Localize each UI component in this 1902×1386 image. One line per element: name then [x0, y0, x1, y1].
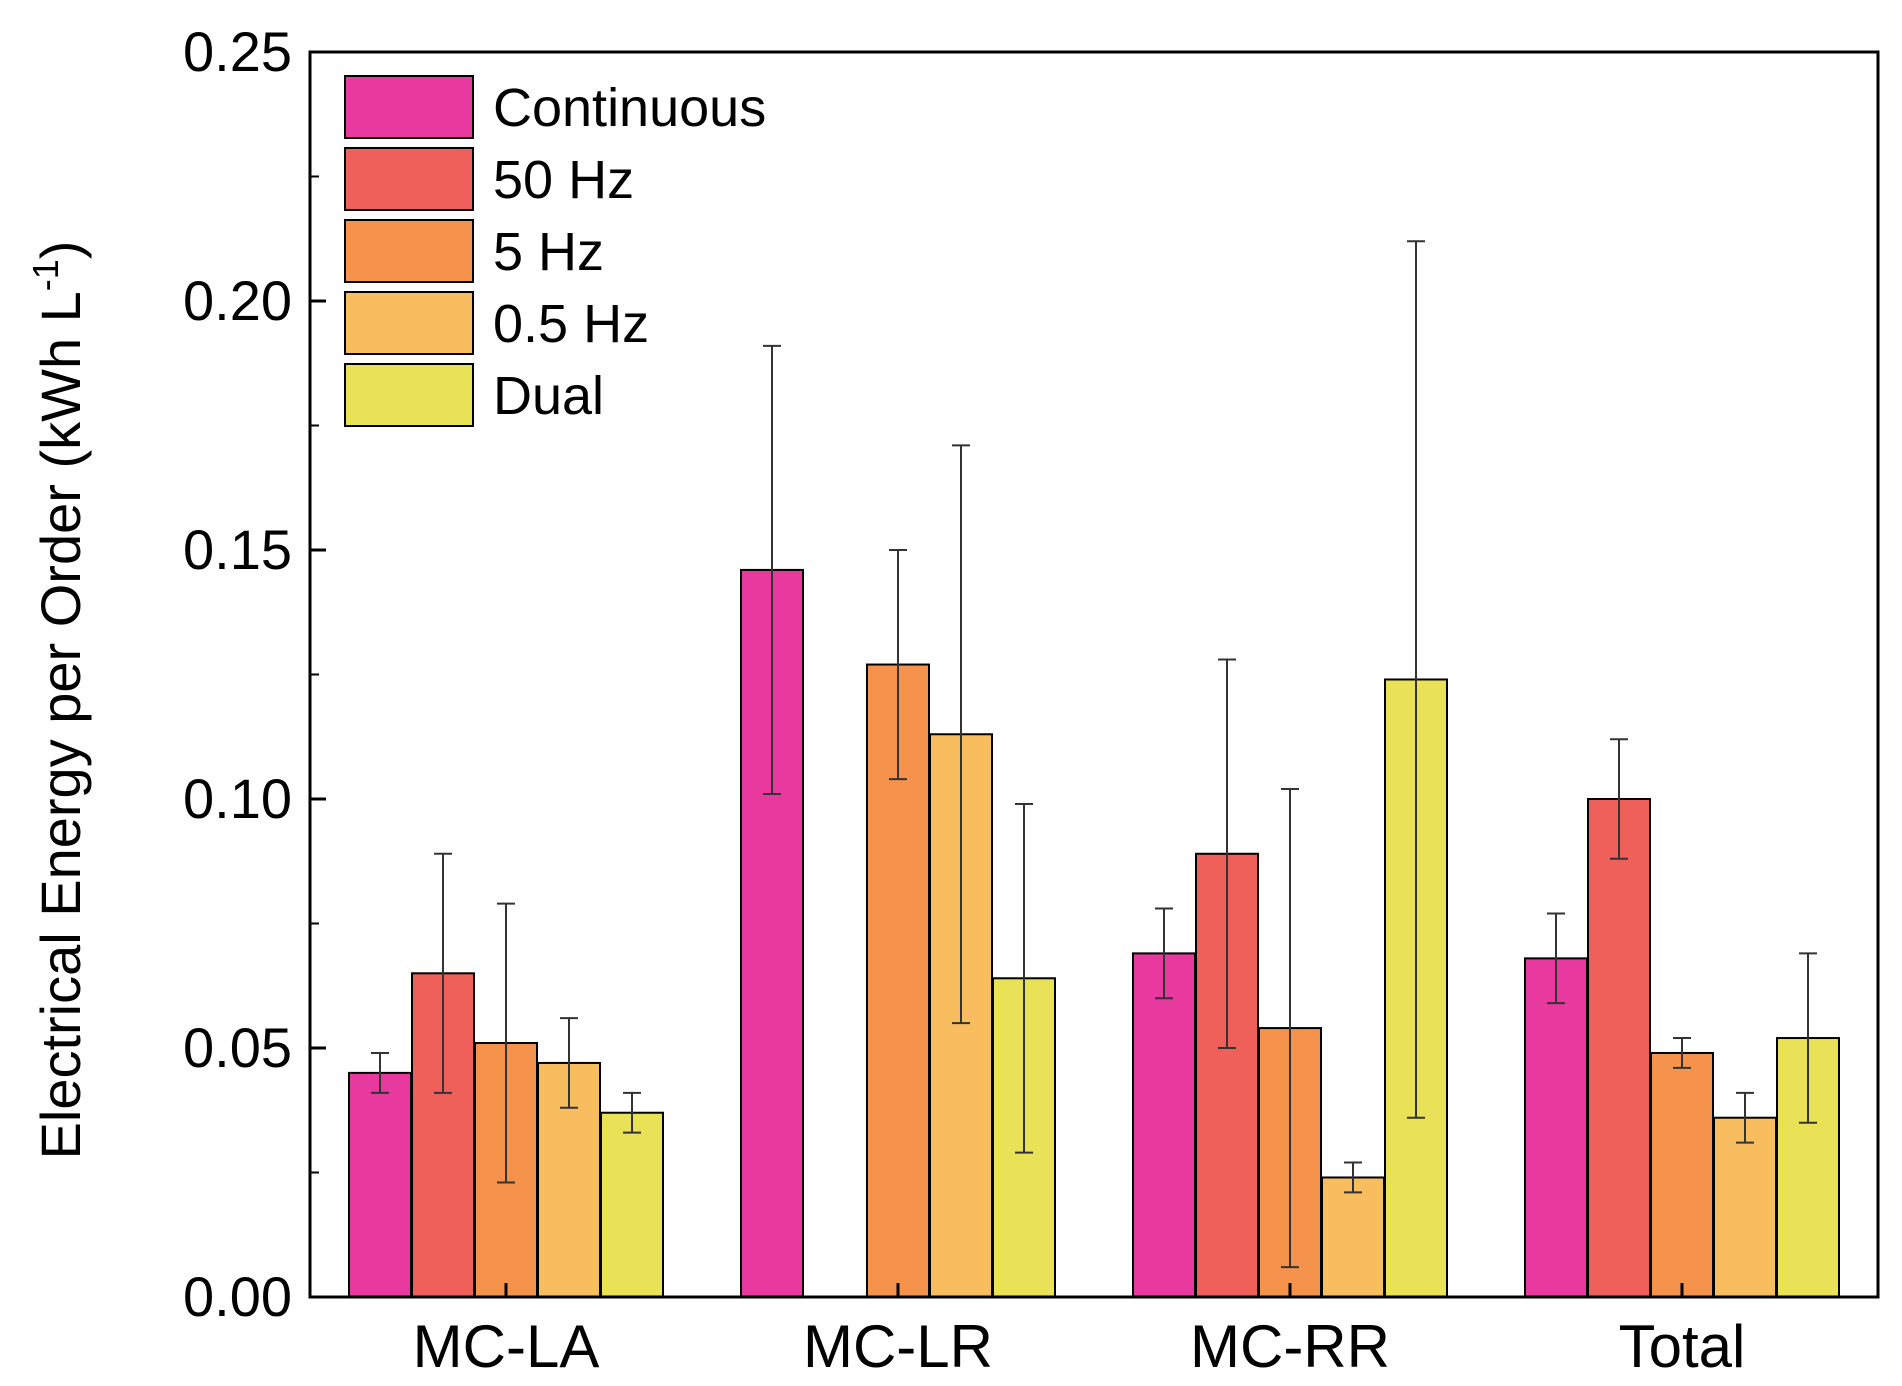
y-axis-title-main: Electrical Energy per Order (kWh L	[29, 291, 92, 1159]
x-category-label: Total	[1619, 1313, 1746, 1380]
legend-swatch	[344, 363, 474, 427]
y-tick-label: 0.20	[183, 269, 292, 332]
legend-item-continuous: Continuous	[344, 75, 766, 139]
y-tick-label: 0.10	[183, 767, 292, 830]
x-category-label: MC-LA	[413, 1313, 600, 1380]
y-tick-label: 0.05	[183, 1016, 292, 1079]
error-bar-total-5-hz	[1673, 1037, 1691, 1069]
legend-swatch	[344, 291, 474, 355]
legend-item-dual: Dual	[344, 363, 604, 427]
legend-label: Continuous	[493, 78, 766, 138]
legend-label: Dual	[493, 366, 604, 426]
error-bar-mc-la-5-hz	[497, 902, 515, 1184]
legend-label: 50 Hz	[493, 150, 634, 210]
error-bar-total-continuous	[1547, 912, 1565, 1005]
bar-total-continuous	[1524, 957, 1588, 1298]
bar-total-5-hz	[1650, 1051, 1714, 1298]
bar-mc-la-continuous	[348, 1071, 412, 1299]
y-axis-title-superscript: -1	[25, 259, 66, 291]
legend-swatch	[344, 219, 474, 283]
error-bar-mc-la-0-5-hz	[560, 1017, 578, 1109]
y-tick-label: 0.25	[183, 20, 292, 83]
y-tick-label: 0.15	[183, 518, 292, 581]
error-bar-mc-rr-5-hz	[1281, 788, 1299, 1269]
error-bar-mc-lr-0-5-hz	[952, 444, 970, 1025]
bar-mc-la-dual	[600, 1111, 664, 1298]
y-axis-title: Electrical Energy per Order (kWh L-1)	[25, 241, 92, 1160]
error-bar-mc-la-continuous	[371, 1051, 389, 1094]
error-bar-mc-rr-dual	[1407, 240, 1425, 1119]
bar-total-50-hz	[1587, 798, 1651, 1298]
y-axis-title-suffix: )	[29, 241, 92, 260]
error-bar-mc-lr-continuous	[763, 344, 781, 796]
legend-item-50-hz: 50 Hz	[344, 147, 634, 211]
error-bar-mc-lr-dual	[1015, 802, 1033, 1154]
y-axis-ticks: 0.00 0.05 0.10 0.15 0.20 0.25	[183, 20, 326, 1328]
error-bars-layer	[371, 240, 1817, 1269]
legend-item-5-hz: 5 Hz	[344, 219, 604, 283]
y-tick-label: 0.00	[183, 1265, 292, 1328]
error-bar-mc-rr-continuous	[1155, 907, 1173, 1000]
error-bar-mc-lr-5-hz	[889, 549, 907, 781]
bar-total-0-5-hz	[1713, 1116, 1777, 1298]
legend-swatch	[344, 147, 474, 211]
error-bar-total-50-hz	[1610, 738, 1628, 860]
legend-label: 5 Hz	[493, 222, 604, 282]
error-bar-total-0-5-hz	[1736, 1091, 1754, 1144]
error-bar-mc-rr-0-5-hz	[1344, 1161, 1362, 1194]
bar-mc-lr-continuous	[740, 568, 804, 1298]
x-category-label: MC-RR	[1190, 1313, 1390, 1380]
x-category-label: MC-LR	[803, 1313, 993, 1380]
legend: Continuous 50 Hz 5 Hz 0.5 Hz Dual	[344, 75, 766, 427]
legend-label: 0.5 Hz	[493, 294, 649, 354]
legend-swatch	[344, 75, 474, 139]
error-bar-total-dual	[1799, 952, 1817, 1124]
x-axis-labels: MC-LA MC-LR MC-RR Total	[413, 1283, 1746, 1380]
bars-layer	[348, 568, 1840, 1299]
legend-item-0-5-hz: 0.5 Hz	[344, 291, 649, 355]
bar-mc-rr-0-5-hz	[1321, 1176, 1385, 1298]
bar-mc-rr-continuous	[1132, 952, 1196, 1298]
error-bar-mc-rr-50-hz	[1218, 658, 1236, 1049]
error-bar-mc-la-dual	[623, 1091, 641, 1134]
error-bar-mc-la-50-hz	[434, 852, 452, 1094]
